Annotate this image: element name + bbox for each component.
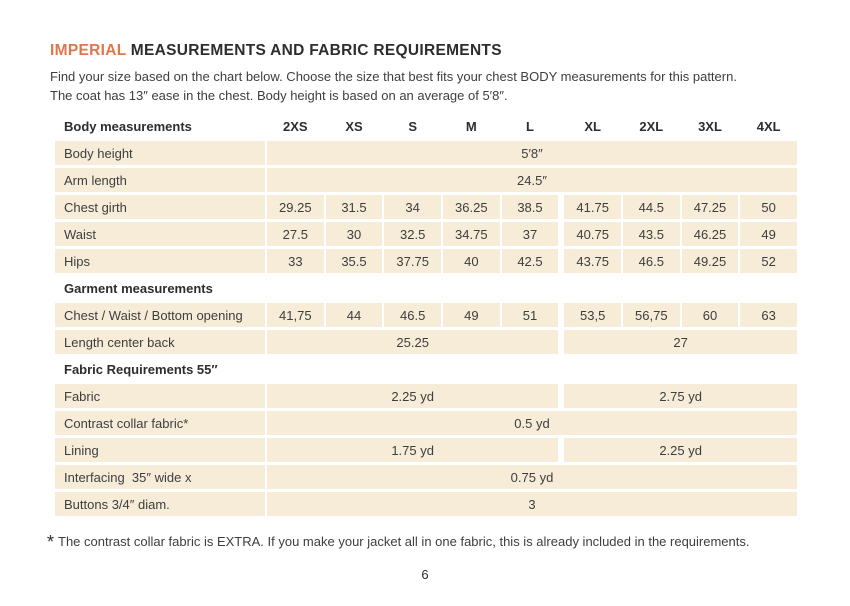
size-header-2xs: 2XS	[267, 114, 324, 138]
value-cell-span: 3	[267, 492, 797, 516]
title-highlight: IMPERIAL	[50, 42, 127, 59]
value-cell: 50	[740, 195, 797, 219]
value-cell: 46.5	[623, 249, 680, 273]
value-cell: 53,5	[564, 303, 621, 327]
value-cell: 27.5	[267, 222, 324, 246]
size-header-xl: XL	[564, 114, 621, 138]
footnote-text: The contrast collar fabric is EXTRA. If …	[58, 534, 750, 549]
footnote: * The contrast collar fabric is EXTRA. If…	[47, 532, 800, 553]
value-cell-left-group: 25.25	[267, 330, 559, 354]
value-cell: 33	[267, 249, 324, 273]
value-cell: 49.25	[681, 249, 739, 273]
value-cell: 38.5	[501, 195, 559, 219]
row-label: Waist	[55, 222, 265, 246]
value-cell: 40	[443, 249, 500, 273]
column-header-label: Body measurements	[55, 114, 265, 138]
value-cell-left-group: 2.25 yd	[267, 384, 559, 408]
row-label: Interfacing 35″ wide x	[55, 465, 265, 489]
intro-line-1: Find your size based on the chart below.…	[50, 69, 737, 84]
value-cell: 30	[325, 222, 383, 246]
value-cell: 60	[681, 303, 739, 327]
page-title: IMPERIAL MEASUREMENTS AND FABRIC REQUIRE…	[50, 42, 800, 60]
value-cell-left-group: 1.75 yd	[267, 438, 559, 462]
value-cell: 44	[325, 303, 383, 327]
value-cell: 34.75	[443, 222, 500, 246]
value-cell-span: 5′8″	[267, 141, 797, 165]
value-cell: 44.5	[623, 195, 680, 219]
value-cell-span: 0.75 yd	[267, 465, 797, 489]
value-cell: 36.25	[443, 195, 500, 219]
row-label: Chest girth	[55, 195, 265, 219]
value-cell: 47.25	[681, 195, 739, 219]
value-cell: 43.5	[623, 222, 680, 246]
size-header-xs: XS	[325, 114, 383, 138]
value-cell: 37.75	[384, 249, 441, 273]
footnote-asterisk: *	[47, 532, 55, 552]
value-cell: 35.5	[325, 249, 383, 273]
row-label: Buttons 3/4″ diam.	[55, 492, 265, 516]
value-cell-span: 0.5 yd	[267, 411, 797, 435]
value-cell-right-group: 27	[564, 330, 797, 354]
row-label: Length center back	[55, 330, 265, 354]
row-label: Fabric	[55, 384, 265, 408]
value-cell: 29.25	[267, 195, 324, 219]
value-cell: 49	[740, 222, 797, 246]
value-cell-span: 24.5″	[267, 168, 797, 192]
intro-text: Find your size based on the chart below.…	[50, 67, 800, 105]
value-cell: 41,75	[267, 303, 324, 327]
value-cell: 43.75	[564, 249, 621, 273]
value-cell: 49	[443, 303, 500, 327]
value-cell: 40.75	[564, 222, 621, 246]
value-cell: 34	[384, 195, 441, 219]
size-header-2xl: 2XL	[623, 114, 680, 138]
value-cell: 37	[501, 222, 559, 246]
size-header-m: M	[443, 114, 500, 138]
value-cell: 56,75	[623, 303, 680, 327]
intro-line-2: The coat has 13″ ease in the chest. Body…	[50, 88, 508, 103]
value-cell-right-group: 2.75 yd	[564, 384, 797, 408]
value-cell: 32.5	[384, 222, 441, 246]
row-label: Arm length	[55, 168, 265, 192]
row-label: Body height	[55, 141, 265, 165]
value-cell: 51	[501, 303, 559, 327]
value-cell: 63	[740, 303, 797, 327]
value-cell: 31.5	[325, 195, 383, 219]
size-header-3xl: 3XL	[681, 114, 739, 138]
value-cell: 46.25	[681, 222, 739, 246]
section-header: Garment measurements	[55, 276, 797, 300]
title-rest: MEASUREMENTS AND FABRIC REQUIREMENTS	[126, 42, 502, 59]
document-page: IMPERIAL MEASUREMENTS AND FABRIC REQUIRE…	[47, 42, 800, 582]
row-label: Contrast collar fabric*	[55, 411, 265, 435]
page-number: 6	[421, 567, 429, 582]
row-label: Lining	[55, 438, 265, 462]
size-header-4xl: 4XL	[740, 114, 797, 138]
value-cell-right-group: 2.25 yd	[564, 438, 797, 462]
size-header-s: S	[384, 114, 441, 138]
row-label: Chest / Waist / Bottom opening	[55, 303, 265, 327]
row-label: Hips	[55, 249, 265, 273]
section-header: Fabric Requirements 55″	[55, 357, 797, 381]
size-chart-table: Body measurements 2XS XS S M L XL 2XL 3XL 4XL Body…	[55, 114, 797, 516]
value-cell: 42.5	[501, 249, 559, 273]
value-cell: 52	[740, 249, 797, 273]
value-cell: 46.5	[384, 303, 441, 327]
value-cell: 41.75	[564, 195, 621, 219]
size-header-l: L	[501, 114, 559, 138]
